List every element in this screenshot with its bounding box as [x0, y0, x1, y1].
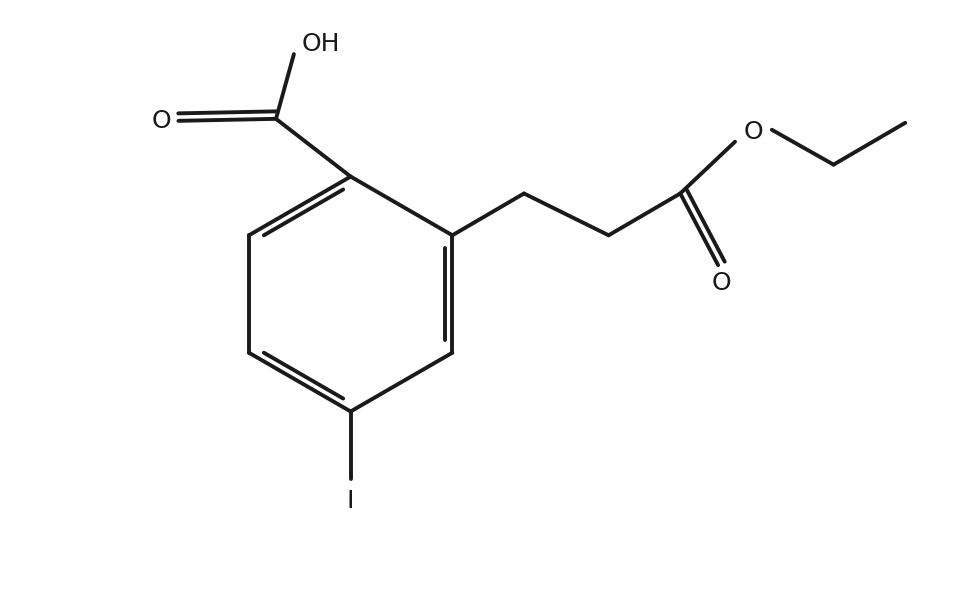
Text: I: I [347, 489, 355, 513]
Text: OH: OH [301, 32, 340, 56]
Text: O: O [745, 120, 764, 144]
Text: O: O [712, 271, 731, 295]
Text: O: O [152, 109, 171, 133]
